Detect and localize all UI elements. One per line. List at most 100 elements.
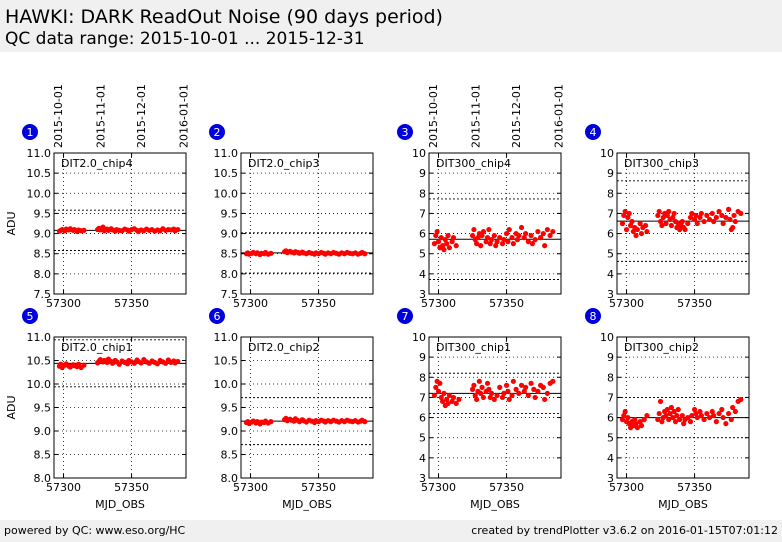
y-tick-label: 4 (419, 452, 426, 465)
x-tick-label: 57350 (489, 297, 524, 310)
y-tick-label: 10.5 (27, 355, 52, 368)
y-tick-label: 4 (607, 268, 614, 281)
data-point (445, 400, 451, 407)
data-point (488, 237, 495, 243)
data-point (689, 210, 695, 217)
data-point (479, 384, 485, 390)
page-header: HAWKI: DARK ReadOut Noise (90 days perio… (0, 0, 782, 52)
data-point (720, 414, 726, 421)
data-point (480, 228, 487, 235)
data-point (438, 235, 444, 241)
y-tick-label: 9.0 (221, 425, 239, 438)
y-tick-label: 9.5 (34, 402, 52, 415)
data-point (672, 419, 679, 425)
y-tick-label: 10.0 (27, 187, 52, 200)
data-point (175, 226, 181, 233)
y-tick-label: 3 (419, 288, 426, 301)
y-tick-label: 8 (419, 371, 426, 384)
panel-badge (397, 124, 413, 140)
panel-5: 8.0 8.5 9.0 9.5 10.0 10.5 11.0 57300 57350 DIT2.0… (5, 308, 187, 511)
trend-charts: 7.5 8.0 8.5 9.0 9.5 10.0 10.5 11.0 57300 57350 DIT… (5, 84, 750, 511)
y-tick-label: 6 (419, 412, 426, 425)
footer-credit: powered by QC: www.eso.org/HC (4, 524, 186, 537)
data-point (725, 410, 732, 417)
data-point (632, 416, 638, 423)
data-point (445, 232, 451, 239)
data-point (697, 214, 703, 221)
date-tick-label: 2015-11-01 (94, 84, 107, 148)
panel-badge (209, 308, 225, 324)
x-tick-label: 57350 (301, 481, 336, 494)
data-point (738, 210, 744, 217)
y-tick-label: 4 (419, 268, 426, 281)
x-tick-label: 57300 (46, 297, 81, 310)
data-point (644, 228, 650, 235)
data-point (667, 410, 673, 417)
data-point (709, 408, 715, 415)
y-axis-label: ADU (5, 395, 18, 419)
data-point (505, 388, 511, 394)
panel-badge (397, 308, 413, 324)
data-point (713, 419, 719, 425)
y-tick-label: 3 (419, 472, 426, 485)
data-point (633, 232, 639, 239)
data-point (483, 239, 489, 245)
x-tick-label: 57350 (301, 297, 336, 310)
data-point (503, 382, 510, 388)
data-point (509, 235, 515, 241)
data-point (475, 235, 481, 241)
data-point (497, 384, 503, 390)
data-point (513, 386, 519, 392)
y-tick-label: 7 (607, 207, 614, 220)
data-point (676, 226, 683, 233)
x-tick-label: 57300 (421, 297, 456, 310)
y-tick-label: 9.0 (221, 228, 239, 241)
data-point (550, 228, 556, 235)
data-point (474, 241, 480, 247)
data-point (362, 251, 368, 257)
y-tick-label: 5 (419, 248, 426, 261)
y-tick-label: 8 (419, 187, 426, 200)
y-tick-label: 8.0 (34, 268, 52, 281)
data-point (625, 414, 631, 421)
data-point (446, 392, 453, 399)
data-point (537, 235, 544, 241)
data-point (494, 392, 500, 399)
footer-generator: created by trendPlotter v3.6.2 on 2016-0… (471, 524, 778, 537)
data-point (621, 212, 627, 219)
y-tick-label: 8 (607, 371, 614, 384)
data-point (487, 394, 493, 401)
plot-frame (616, 152, 750, 295)
page-subtitle: QC data range: 2015-10-01 ... 2015-12-31 (5, 29, 365, 49)
panel-4: 3 4 5 6 7 8 9 10 57300 57350 DIT300_chip3 4 (585, 124, 750, 310)
data-point (681, 421, 687, 427)
plot-frame (616, 336, 750, 479)
plot-frame (428, 152, 562, 295)
data-point (730, 404, 736, 411)
data-point (469, 232, 476, 239)
data-point (687, 419, 694, 425)
data-point (518, 224, 525, 231)
data-point (81, 362, 87, 368)
data-point (469, 386, 476, 392)
data-point (622, 408, 628, 415)
data-point (675, 406, 681, 413)
data-point (444, 396, 450, 403)
data-point (687, 214, 694, 221)
data-point (540, 230, 546, 237)
data-point (619, 416, 626, 423)
y-tick-label: 7.5 (221, 288, 239, 301)
panel-badge-number: 6 (214, 310, 221, 323)
y-axis-label: ADU (5, 211, 18, 235)
data-point (720, 220, 726, 227)
data-point (528, 232, 534, 239)
data-point (671, 408, 677, 415)
data-point (450, 394, 457, 401)
y-tick-label: 7 (419, 391, 426, 404)
data-point (704, 410, 710, 417)
data-point (638, 230, 645, 237)
x-tick-label: 57300 (233, 481, 268, 494)
y-tick-label: 10 (600, 331, 614, 344)
panel-7: 3 4 5 6 7 8 9 10 57300 57350 DIT300_chip1 7 MJD_OBS (397, 308, 562, 511)
data-point (641, 416, 647, 423)
